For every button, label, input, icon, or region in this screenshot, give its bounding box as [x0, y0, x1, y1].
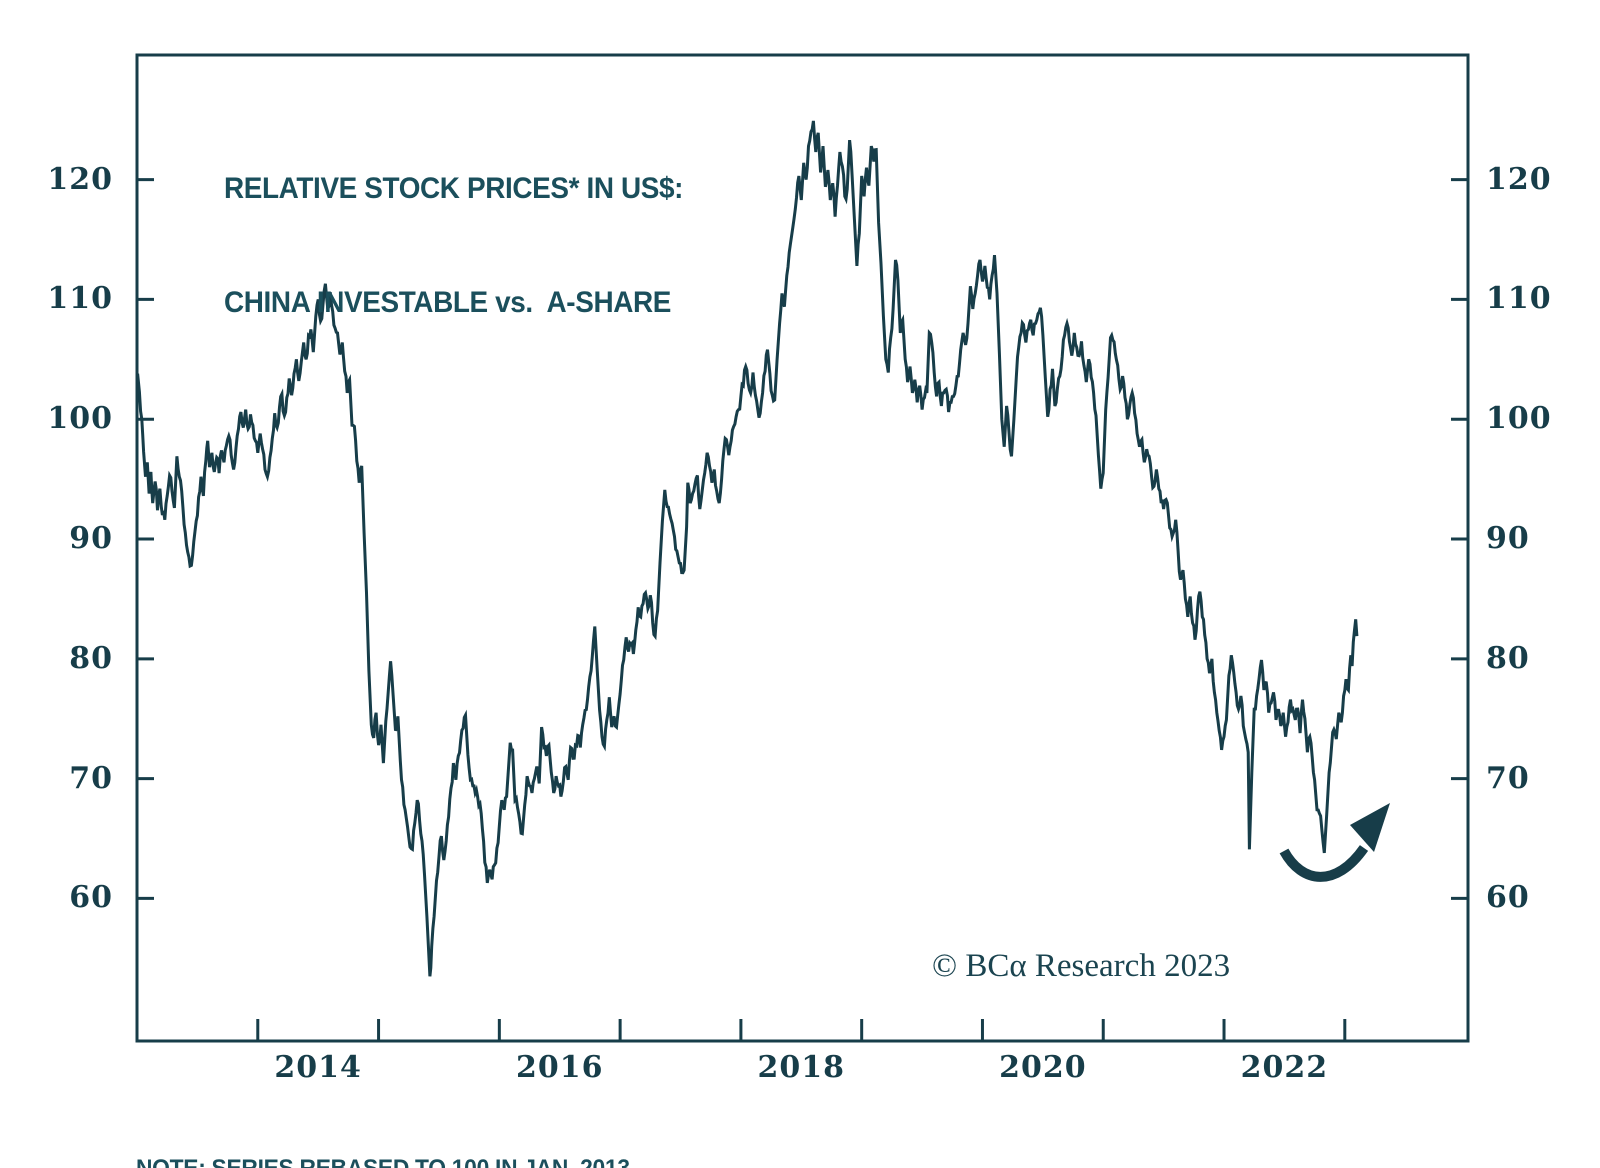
x-tick-label: 2016 [515, 1050, 604, 1085]
y-tick-label-left: 120 [47, 161, 113, 197]
y-tick-label-right: 110 [1486, 281, 1552, 317]
y-tick-label-left: 80 [69, 640, 113, 676]
y-tick-label-right: 90 [1486, 521, 1530, 556]
chart-title: RELATIVE STOCK PRICES* IN US$: CHINA INV… [224, 94, 683, 398]
x-tick-label: 2022 [1240, 1050, 1329, 1085]
x-tick-label: 2018 [757, 1050, 846, 1085]
y-tick-label-left: 70 [69, 760, 113, 796]
y-tick-label-right: 100 [1486, 401, 1552, 437]
y-axis-ticks-left [137, 178, 154, 900]
rebound-arrow-annotation [1279, 803, 1390, 882]
footnote-rebase: NOTE: SERIES REBASED TO 100 IN JAN. 2013… [136, 1151, 731, 1168]
footnotes: NOTE: SERIES REBASED TO 100 IN JAN. 2013… [136, 1081, 731, 1168]
y-tick-label-right: 120 [1486, 161, 1552, 197]
plot-frame [135, 53, 1470, 1043]
y-tick-label-left: 110 [47, 281, 113, 317]
y-tick-label-left: 90 [69, 521, 113, 556]
y-tick-label-right: 70 [1486, 760, 1530, 796]
y-tick-label-left: 60 [69, 880, 113, 916]
y-axis-ticks-right [1451, 178, 1468, 900]
rebound-arrow-head-icon [1350, 803, 1390, 852]
price-line [136, 120, 1359, 977]
x-tick-label: 2020 [999, 1050, 1087, 1085]
y-tick-label-right: 60 [1486, 880, 1530, 916]
x-axis-ticks [256, 1019, 1347, 1041]
y-tick-label-right: 80 [1486, 640, 1530, 676]
rebound-arrow-shaft [1279, 845, 1369, 882]
copyright-notice: © BCα Research 2023 [932, 948, 1231, 984]
chart-title-line1: RELATIVE STOCK PRICES* IN US$: [224, 172, 684, 205]
chart-title-line2: CHINA INVESTABLE vs. A-SHARE [224, 286, 672, 319]
y-tick-label-left: 100 [47, 401, 113, 437]
x-tick-label: 2014 [274, 1050, 362, 1085]
